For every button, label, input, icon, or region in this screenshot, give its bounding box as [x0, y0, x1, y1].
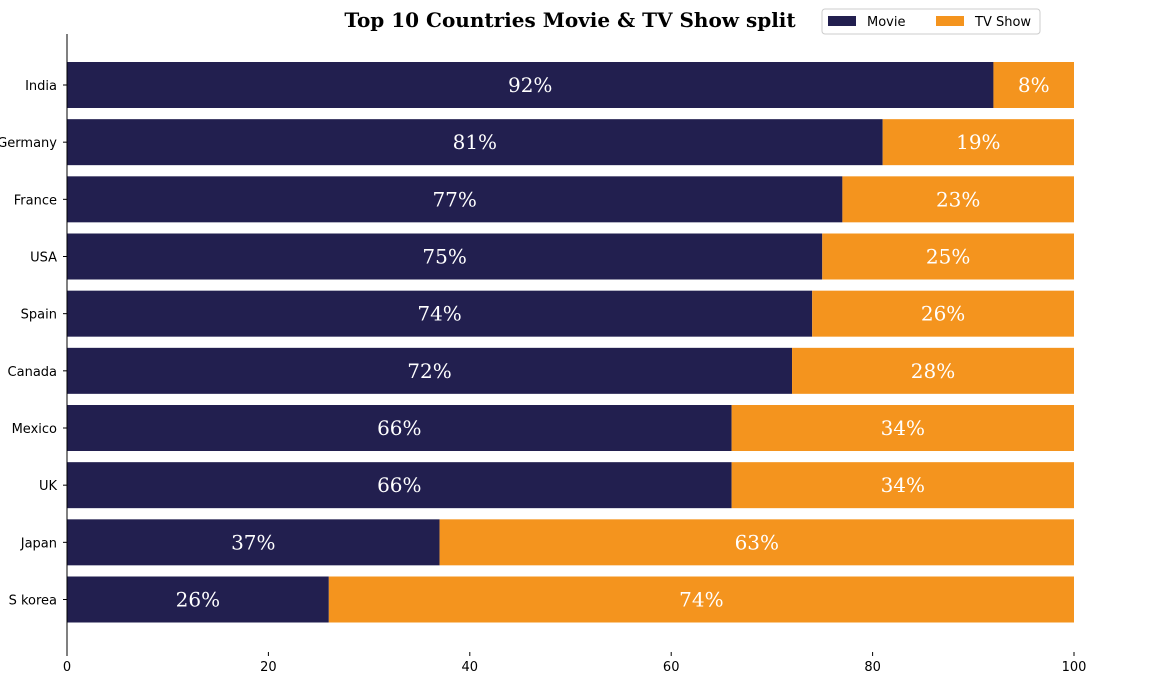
legend-label-movie: Movie — [867, 15, 905, 30]
data-label-movie-s-korea: 26% — [176, 588, 220, 612]
bar-tv-show-japan — [439, 519, 1075, 566]
y-tick-label: Mexico — [12, 422, 57, 437]
bar-movie-india — [67, 62, 994, 108]
y-tick-label: Spain — [21, 308, 57, 323]
y-tick-label: S korea — [9, 594, 57, 609]
bar-tv-show-s-korea — [328, 576, 1074, 623]
data-label-movie-japan: 37% — [231, 530, 275, 554]
data-label-tv-show-japan: 63% — [735, 530, 779, 554]
data-label-tv-show-india: 8% — [1018, 73, 1050, 97]
bar-movie-uk — [67, 462, 732, 509]
bar-tv-show-usa — [822, 233, 1074, 280]
bar-tv-show-germany — [882, 119, 1074, 166]
data-label-tv-show-uk: 34% — [881, 473, 925, 497]
x-tick-label: 60 — [663, 660, 680, 675]
bar-movie-germany — [67, 119, 883, 166]
y-tick-label: Germany — [0, 136, 57, 151]
bar-movie-france — [67, 176, 843, 223]
y-tick-label: France — [14, 193, 57, 208]
chart-title: Top 10 Countries Movie & TV Show split — [344, 8, 796, 32]
legend-label-tv-show: TV Show — [974, 15, 1031, 30]
y-tick-label: USA — [30, 251, 57, 266]
y-tick-label: India — [25, 79, 57, 94]
legend: Movie TV Show — [821, 8, 1041, 35]
bar-tv-show-mexico — [731, 405, 1074, 451]
data-label-tv-show-france: 23% — [936, 187, 980, 211]
data-label-movie-usa: 75% — [422, 245, 466, 269]
bar-movie-japan — [67, 519, 440, 566]
data-label-tv-show-canada: 28% — [911, 359, 955, 383]
data-label-movie-india: 92% — [508, 73, 552, 97]
y-tick-label: Japan — [20, 536, 57, 551]
x-tick-label: 80 — [864, 660, 881, 675]
y-tick-label: Canada — [8, 365, 57, 380]
data-label-tv-show-mexico: 34% — [881, 416, 925, 440]
x-tick-label: 40 — [462, 660, 479, 675]
data-label-tv-show-s-korea: 74% — [679, 588, 723, 612]
x-tick-label: 100 — [1062, 660, 1087, 675]
data-label-movie-germany: 81% — [453, 130, 497, 154]
y-tick-label: UK — [39, 479, 58, 494]
bar-movie-usa — [67, 233, 823, 280]
legend-box — [821, 8, 1041, 35]
bar-movie-s-korea — [67, 576, 329, 623]
legend-swatch-tv-show — [936, 16, 964, 26]
data-label-tv-show-usa: 25% — [926, 245, 970, 269]
data-labels-layer: 92% 8% 81% 19% 77% 23% 75% 25% 74% 26% 72% 28% 66% 34… — [176, 73, 1050, 612]
data-label-movie-mexico: 66% — [377, 416, 421, 440]
data-label-tv-show-germany: 19% — [956, 130, 1000, 154]
data-label-movie-spain: 74% — [417, 302, 461, 326]
bars-layer — [67, 62, 1075, 623]
data-label-tv-show-spain: 26% — [921, 302, 965, 326]
bar-movie-mexico — [67, 405, 732, 451]
legend-swatch-movie — [828, 16, 856, 26]
data-label-movie-france: 77% — [432, 187, 476, 211]
bar-movie-canada — [67, 347, 793, 394]
bar-tv-show-india — [993, 62, 1074, 108]
x-tick-label: 20 — [260, 660, 277, 675]
x-tick-label: 0 — [63, 660, 71, 675]
axes-layer: India Germany France USA Spain Canada Mexico UK… — [0, 34, 1086, 675]
data-label-movie-uk: 66% — [377, 473, 421, 497]
bar-tv-show-canada — [792, 347, 1074, 394]
bar-tv-show-france — [842, 176, 1074, 223]
data-label-movie-canada: 72% — [407, 359, 451, 383]
bar-tv-show-spain — [812, 290, 1074, 337]
bar-movie-spain — [67, 290, 813, 337]
bar-tv-show-uk — [731, 462, 1074, 509]
